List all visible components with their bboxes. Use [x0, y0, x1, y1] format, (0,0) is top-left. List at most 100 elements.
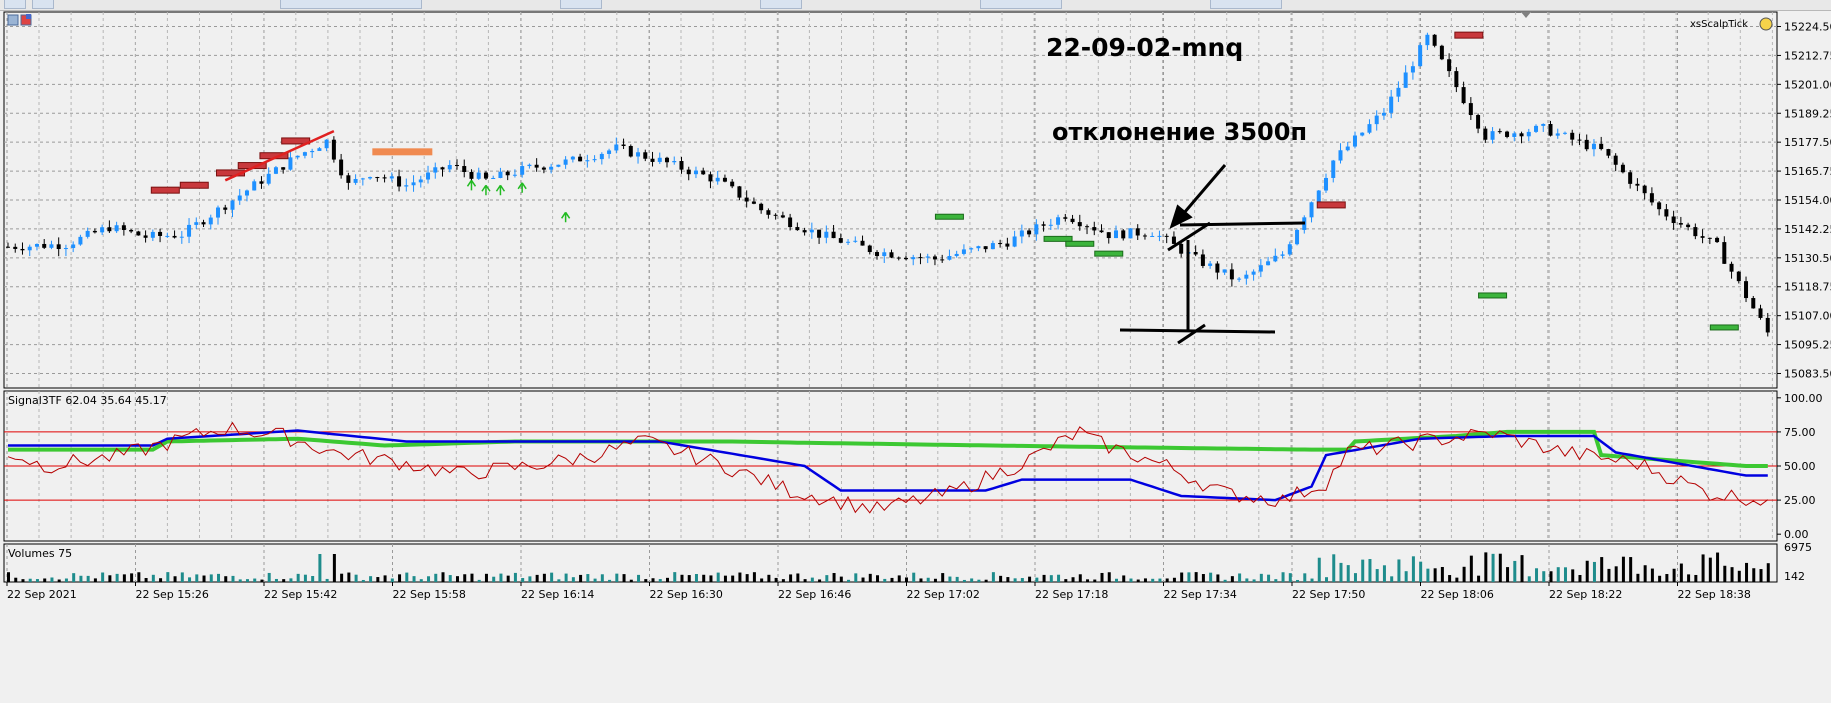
toolbar-button[interactable] — [32, 0, 54, 9]
candle-body — [795, 227, 800, 231]
candle-body — [889, 252, 894, 258]
volume-bar — [398, 574, 402, 582]
candle-body — [1758, 308, 1763, 318]
candle-body — [1005, 243, 1010, 247]
volume-bar — [948, 576, 952, 582]
toolbar-button[interactable] — [980, 0, 1062, 9]
candle-body — [1381, 112, 1386, 116]
candle-body — [389, 176, 394, 179]
range-top-line — [1179, 221, 1306, 227]
volume-bar — [999, 575, 1003, 582]
range-tick-top — [1167, 221, 1211, 252]
price-tick-label: 15212.75 — [1784, 49, 1831, 62]
candle-body — [331, 139, 336, 160]
candle-body — [1222, 269, 1227, 273]
volume-bar — [1296, 579, 1300, 582]
toolbar-button[interactable] — [280, 0, 422, 9]
volume-bar — [622, 574, 626, 582]
candle-body — [324, 139, 329, 149]
candle-body — [1439, 45, 1444, 60]
annotation-arrow-head — [1169, 204, 1193, 229]
volume-bar — [137, 572, 141, 582]
volume-bar — [941, 573, 945, 582]
candle-body — [1454, 71, 1459, 88]
volume-bar — [521, 578, 525, 582]
volume-bar — [1397, 559, 1401, 582]
volume-bar — [86, 575, 90, 582]
candle-body — [107, 227, 112, 232]
volume-bar — [14, 577, 18, 582]
volume-bar — [615, 573, 619, 582]
time-tick-label: 22 Sep 16:46 — [778, 588, 851, 601]
candle-body — [49, 244, 54, 248]
candle-body — [1606, 149, 1611, 156]
candle-body — [1707, 237, 1712, 239]
candle-body — [817, 229, 822, 238]
candle-body — [1461, 87, 1466, 104]
volume-bar — [1549, 571, 1553, 582]
candle-body — [773, 214, 778, 216]
volume-bar — [1303, 573, 1307, 582]
candle-body — [759, 203, 764, 211]
candle-body — [100, 227, 105, 233]
candle-body — [1483, 128, 1488, 140]
volume-bar — [224, 576, 228, 582]
candle-body — [512, 174, 517, 176]
volume-bar — [180, 572, 184, 582]
candle-body — [404, 185, 409, 187]
volume-bar — [108, 575, 112, 582]
candle-body — [34, 243, 39, 247]
volume-bar — [1361, 559, 1365, 582]
candle-body — [969, 248, 974, 250]
candle-body — [42, 243, 47, 248]
toolbar-button[interactable] — [560, 0, 602, 9]
range-tick-bottom — [1177, 323, 1206, 345]
candle-body — [578, 156, 583, 162]
sell-marker — [1316, 201, 1346, 209]
candle-body — [136, 231, 141, 236]
candle-body — [1620, 164, 1625, 173]
candle-body — [447, 165, 452, 170]
candle-body — [201, 222, 206, 225]
volume-tick-label: 142 — [1784, 570, 1805, 583]
toolbar-button[interactable] — [4, 0, 26, 9]
volume-bar — [79, 575, 83, 582]
candle-body — [708, 174, 713, 182]
candle-body — [411, 182, 416, 186]
candle-body — [1215, 263, 1220, 273]
price-tick-label: 15177.50 — [1784, 136, 1831, 149]
trading-chart[interactable]: 15224.50 15212.75 15201.00 15189.25 15177.50… — [0, 10, 1831, 703]
volume-bar — [716, 572, 720, 582]
volume-bar — [702, 574, 706, 582]
volume-bar — [1049, 575, 1053, 582]
candle-body — [1179, 243, 1184, 254]
volume-bar — [1462, 566, 1466, 582]
volume-bar — [35, 579, 39, 582]
candle-body — [454, 165, 459, 167]
volume-bar — [1332, 554, 1336, 582]
volume-bar — [441, 572, 445, 582]
candle-body — [1526, 131, 1531, 137]
toolbar-button[interactable] — [1210, 0, 1282, 9]
candle-body — [1541, 123, 1546, 126]
volume-bar — [325, 578, 329, 582]
buy-marker — [1478, 292, 1508, 299]
candle-body — [491, 177, 496, 179]
candle-body — [679, 161, 684, 170]
volume-bar — [303, 574, 307, 582]
volume-bar — [1071, 577, 1075, 582]
volume-bar — [1629, 557, 1633, 582]
candle-body — [310, 150, 315, 153]
candle-body — [295, 155, 300, 158]
toolbar-button[interactable] — [760, 0, 802, 9]
candle-body — [693, 170, 698, 175]
candle-body — [1468, 103, 1473, 116]
volume-bar — [1172, 577, 1176, 582]
volume-bar — [738, 572, 742, 582]
volume-bar — [1129, 578, 1133, 582]
candle-body — [976, 246, 981, 249]
volume-bar — [825, 575, 829, 582]
volume-bar — [1368, 559, 1372, 582]
candle-body — [824, 231, 829, 238]
volume-bar — [43, 578, 47, 582]
